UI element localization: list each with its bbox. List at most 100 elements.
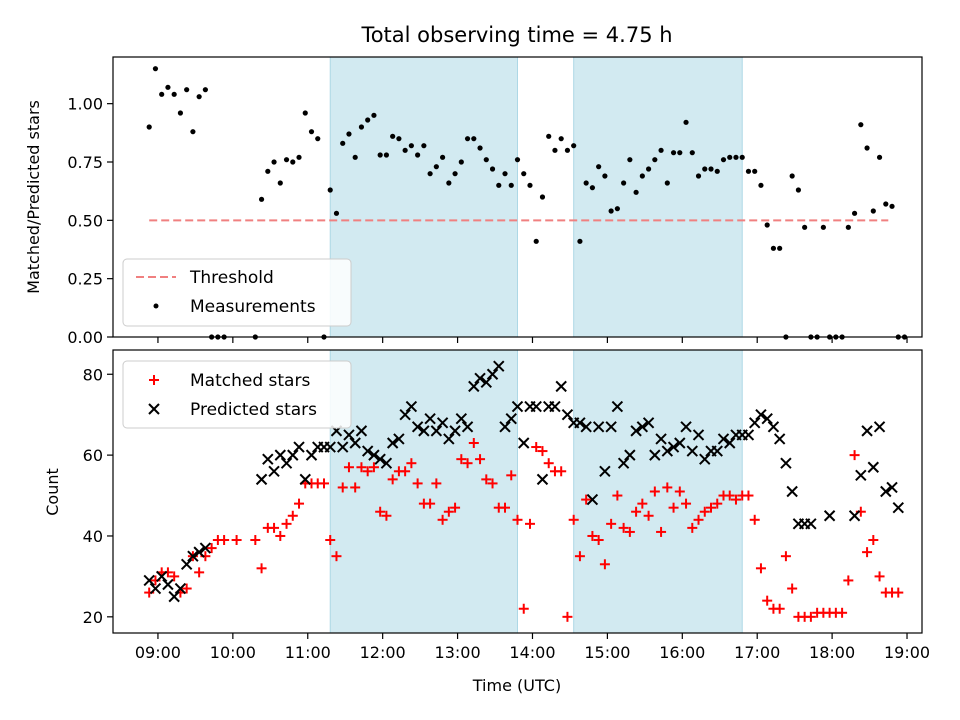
measurement-point: [296, 154, 302, 160]
top-legend: Threshold Measurements: [122, 258, 352, 327]
predicted-star-point: [268, 465, 280, 477]
predicted-star-point-b: [324, 441, 336, 453]
predicted-star-point-b: [892, 501, 904, 514]
measurement-point: [552, 147, 558, 153]
predicted-star-point-b: [393, 433, 405, 445]
predicted-star-point: [674, 437, 686, 449]
measurement-point: [733, 154, 739, 160]
matched-star-point: [805, 611, 816, 622]
measurement-point: [277, 180, 283, 186]
predicted-star-point-b: [399, 408, 411, 421]
predicted-star-point: [873, 421, 886, 433]
x-tick-label: 10:00: [210, 643, 256, 662]
matched-star-point: [849, 450, 860, 461]
matched-star-point: [431, 478, 442, 489]
predicted-star-point-b: [511, 400, 524, 413]
predicted-star-point-b: [886, 481, 898, 494]
predicted-star-point-b: [430, 425, 443, 437]
matched-star-point: [780, 551, 791, 562]
predicted-star-point: [361, 445, 374, 457]
predicted-star-point: [399, 408, 411, 421]
matched-star-point: [587, 530, 598, 541]
measurement-point: [883, 201, 889, 207]
predicted-star-point-b: [255, 473, 268, 486]
predicted-star-point: [773, 433, 786, 445]
matched-star-point: [787, 583, 798, 594]
measurement-point: [858, 122, 864, 128]
predicted-star-point: [180, 558, 193, 570]
predicted-star-point: [780, 457, 792, 469]
predicted-star-point: [617, 457, 630, 469]
predicted-star-point-b: [630, 425, 642, 437]
predicted-star-point: [386, 437, 399, 449]
measurement-point: [190, 129, 196, 135]
predicted-star-point-b: [424, 413, 436, 425]
predicted-star-point-b: [717, 433, 730, 445]
predicted-star-point: [424, 413, 436, 425]
top-measurement-points: [146, 66, 908, 340]
matched-star-point: [581, 494, 592, 505]
bottom-legend-box: [122, 360, 352, 429]
predicted-star-point-b: [592, 421, 605, 433]
matched-star-point: [755, 563, 766, 574]
matched-star-point: [668, 502, 679, 513]
predicted-star-point-b: [555, 380, 567, 393]
predicted-star-point-b: [742, 429, 755, 441]
matched-star-point: [437, 514, 448, 525]
measurement-point: [695, 173, 702, 179]
matched-star-point: [181, 583, 192, 594]
y-tick-label: 0.50: [67, 211, 103, 230]
measurement-point: [427, 171, 433, 177]
bottom-matched-points: [144, 437, 904, 622]
matched-star-point: [843, 575, 854, 586]
predicted-star-point-b: [361, 445, 374, 457]
matched-star-point: [893, 587, 904, 598]
matched-star-point: [294, 498, 305, 509]
predicted-star-point-b: [617, 457, 630, 469]
predicted-star-point: [611, 400, 624, 413]
matched-star-point: [656, 526, 667, 537]
measurement-point: [683, 119, 689, 125]
bottom-legend: Matched stars Predicted stars: [122, 360, 352, 429]
predicted-star-point-b: [280, 457, 293, 469]
predicted-star-point: [174, 582, 187, 595]
measurement-point: [739, 154, 745, 160]
predicted-star-point: [748, 417, 761, 429]
predicted-star-point: [287, 449, 299, 461]
predicted-star-point: [380, 457, 393, 469]
y-tick-label: 1.00: [67, 95, 103, 114]
matched-star-point: [618, 522, 629, 533]
predicted-star-point-b: [661, 445, 674, 457]
matched-star-point: [537, 446, 548, 457]
measurement-point: [271, 159, 277, 165]
predicted-star-point-b: [711, 445, 723, 457]
y-tick-label: 80: [83, 365, 103, 384]
predicted-star-point: [199, 542, 212, 554]
measurement-point: [639, 173, 645, 179]
matched-star-point: [275, 530, 286, 541]
measurement-point: [596, 164, 602, 170]
predicted-star-point-b: [780, 457, 792, 469]
predicted-star-point-b: [268, 465, 280, 477]
predicted-star-point-b: [692, 429, 705, 441]
measurement-point: [452, 171, 458, 177]
predicted-legend-swatch: [148, 403, 160, 415]
measurement-point: [146, 124, 152, 130]
measurement-point: [889, 203, 895, 209]
top-y-axis-label: Matched/Predicted stars: [24, 100, 43, 294]
predicted-star-point: [299, 473, 311, 486]
predicted-star-point-b: [505, 413, 517, 425]
predicted-star-point-b: [867, 461, 880, 473]
predicted-star-point: [711, 445, 723, 457]
predicted-star-point: [405, 400, 418, 413]
predicted-star-point-b: [499, 421, 511, 433]
predicted-star-point-b: [536, 473, 549, 486]
predicted-star-point: [861, 425, 873, 437]
measurement-point: [258, 196, 265, 202]
predicted-star-point-b: [174, 582, 187, 595]
matched-star-point: [219, 535, 230, 546]
predicted-star-point-b: [199, 542, 212, 554]
x-tick-label: 11:00: [285, 643, 331, 662]
predicted-star-point-b: [461, 421, 474, 433]
matched-star-point: [169, 571, 180, 582]
